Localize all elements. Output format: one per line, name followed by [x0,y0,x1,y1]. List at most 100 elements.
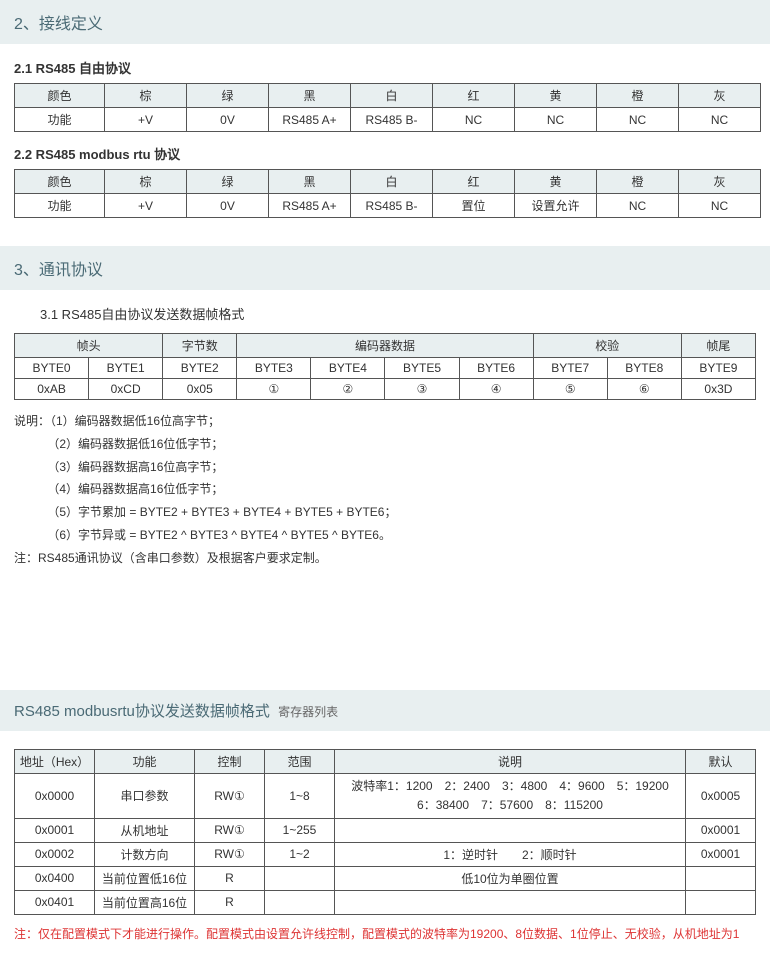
cell: 颜色 [15,84,105,108]
cell: 颜色 [15,170,105,194]
section-3-title: 3、通讯协议 [0,246,770,290]
wiring-table-2: 颜色 棕 绿 黑 白 红 黄 橙 灰 功能 +V 0V RS485 A+ RS4… [14,169,761,218]
note-line: 注：RS485通讯协议（含串口参数）及根据客户要求定制。 [14,547,756,570]
table-row: 功能 +V 0V RS485 A+ RS485 B- 置位 设置允许 NC NC [15,194,761,218]
cell: BYTE7 [533,358,607,379]
cell: NC [433,108,515,132]
cell: NC [515,108,597,132]
cell: BYTE8 [607,358,681,379]
note-line: （5）字节累加 = BYTE2 + BYTE3 + BYTE4 + BYTE5 … [14,501,756,524]
cell: 0x0001 [686,842,756,866]
subhead-2-1: 2.1 RS485 自由协议 [14,58,770,77]
table-row: 帧头 字节数 编码器数据 校验 帧尾 [15,334,756,358]
cell: 功能 [95,749,195,773]
table-row: 地址（Hex） 功能 控制 范围 说明 默认 [15,749,756,773]
note-line: 说明：（1）编码器数据低16位高字节； [14,410,756,433]
table-row: 颜色 棕 绿 黑 白 红 黄 橙 灰 [15,170,761,194]
cell: 0x0000 [15,773,95,818]
note-line: （6）字节异或 = BYTE2 ^ BYTE3 ^ BYTE4 ^ BYTE5 … [14,524,756,547]
cell: 绿 [187,84,269,108]
cell: BYTE6 [459,358,533,379]
cell: 1：逆时针 2：顺时针 [335,842,686,866]
cell: 绿 [187,170,269,194]
frame-format-table: 帧头 字节数 编码器数据 校验 帧尾 BYTE0 BYTE1 BYTE2 BYT… [14,333,756,400]
cell: 置位 [433,194,515,218]
cell: 波特率1：1200 2：2400 3：4800 4：9600 5：19200 6… [335,773,686,818]
cell: 校验 [533,334,681,358]
cell: 0x0401 [15,890,95,914]
cell: 0x0002 [15,842,95,866]
subhead-3-1: 3.1 RS485自由协议发送数据帧格式 [40,304,770,323]
cell: BYTE1 [89,358,163,379]
cell [335,890,686,914]
cell: NC [679,108,761,132]
cell: ⑤ [533,379,607,400]
section-3-notes: 说明：（1）编码器数据低16位高字节； （2）编码器数据低16位低字节； （3）… [14,410,756,570]
table-row: 0x0401 当前位置高16位 R [15,890,756,914]
cell: 1~8 [265,773,335,818]
table-row: 0x0001 从机地址 RW① 1~255 0x0001 [15,818,756,842]
cell: 默认 [686,749,756,773]
cell: 串口参数 [95,773,195,818]
cell: 0xAB [15,379,89,400]
register-table: 地址（Hex） 功能 控制 范围 说明 默认 0x0000 串口参数 RW① 1… [14,749,756,915]
table-row: 功能 +V 0V RS485 A+ RS485 B- NC NC NC NC [15,108,761,132]
cell: BYTE5 [385,358,459,379]
table-row: 颜色 棕 绿 黑 白 红 黄 橙 灰 [15,84,761,108]
cell: 编码器数据 [237,334,533,358]
cell: 1~2 [265,842,335,866]
cell: BYTE2 [163,358,237,379]
cell: 0xCD [89,379,163,400]
cell: NC [597,108,679,132]
note-line: （4）编码器数据高16位低字节； [14,478,756,501]
cell: 黄 [515,170,597,194]
subhead-2-2: 2.2 RS485 modbus rtu 协议 [14,144,770,163]
cell: 黑 [269,170,351,194]
cell: RW① [195,773,265,818]
cell: 红 [433,84,515,108]
cell: 设置允许 [515,194,597,218]
cell: RS485 B- [351,194,433,218]
cell: 橙 [597,170,679,194]
cell: 功能 [15,108,105,132]
cell: ① [237,379,311,400]
cell: 白 [351,84,433,108]
cell: 当前位置低16位 [95,866,195,890]
section-4-title-main: RS485 modbusrtu协议发送数据帧格式 [14,703,270,720]
cell: BYTE0 [15,358,89,379]
table-row: 0xAB 0xCD 0x05 ① ② ③ ④ ⑤ ⑥ 0x3D [15,379,756,400]
cell: 0V [187,194,269,218]
cell: 0x0001 [15,818,95,842]
section-2-title: 2、接线定义 [0,0,770,44]
cell: 白 [351,170,433,194]
cell [335,818,686,842]
cell: BYTE9 [681,358,755,379]
cell: 0x0001 [686,818,756,842]
cell: 控制 [195,749,265,773]
cell: 帧尾 [681,334,755,358]
cell: BYTE3 [237,358,311,379]
cell: 低10位为单圈位置 [335,866,686,890]
table-row: 0x0400 当前位置低16位 R 低10位为单圈位置 [15,866,756,890]
cell: 说明 [335,749,686,773]
cell: 黄 [515,84,597,108]
cell: 0x05 [163,379,237,400]
cell: BYTE4 [311,358,385,379]
wiring-table-1: 颜色 棕 绿 黑 白 红 黄 橙 灰 功能 +V 0V RS485 A+ RS4… [14,83,761,132]
cell: 地址（Hex） [15,749,95,773]
cell [686,890,756,914]
section-4-subtitle: 寄存器列表 [278,705,338,719]
cell: +V [105,108,187,132]
cell: ② [311,379,385,400]
cell: 橙 [597,84,679,108]
cell: 0x0400 [15,866,95,890]
cell: 红 [433,170,515,194]
cell: 字节数 [163,334,237,358]
cell: 0x3D [681,379,755,400]
cell: RS485 B- [351,108,433,132]
cell: +V [105,194,187,218]
note-line: （2）编码器数据低16位低字节； [14,433,756,456]
cell: 从机地址 [95,818,195,842]
cell: R [195,890,265,914]
table-row: BYTE0 BYTE1 BYTE2 BYTE3 BYTE4 BYTE5 BYTE… [15,358,756,379]
